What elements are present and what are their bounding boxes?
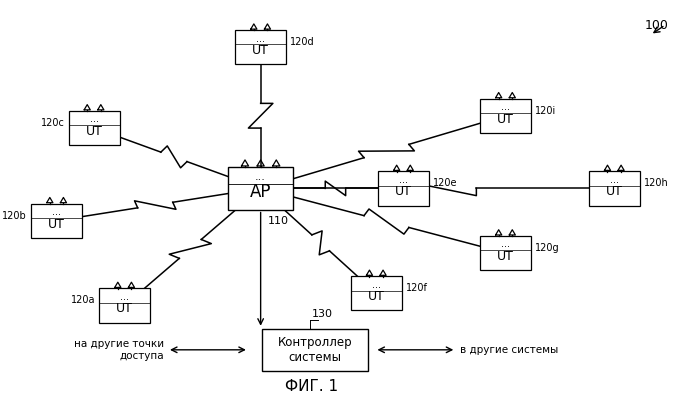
Text: UT: UT: [606, 185, 623, 198]
Text: ...: ...: [256, 171, 266, 181]
Text: UT: UT: [85, 125, 102, 138]
Text: AP: AP: [250, 183, 272, 200]
Text: 120g: 120g: [535, 243, 560, 253]
Bar: [480, 98, 531, 133]
Text: 120i: 120i: [535, 106, 556, 115]
Text: ...: ...: [256, 34, 265, 43]
Text: UT: UT: [497, 113, 514, 126]
Bar: [31, 203, 82, 238]
Text: ...: ...: [52, 207, 61, 217]
Text: UT: UT: [252, 44, 269, 57]
Text: ...: ...: [501, 102, 510, 112]
Text: на другие точки
доступа: на другие точки доступа: [74, 339, 164, 360]
Text: UT: UT: [48, 217, 65, 230]
Bar: [378, 171, 429, 205]
Text: 120a: 120a: [71, 295, 95, 305]
Text: 130: 130: [312, 309, 332, 319]
Text: ФИГ. 1: ФИГ. 1: [285, 379, 338, 394]
Text: UT: UT: [497, 250, 514, 263]
Text: 120f: 120f: [406, 283, 428, 293]
Bar: [351, 276, 402, 311]
Bar: [262, 328, 368, 371]
Bar: [235, 30, 286, 64]
Text: UT: UT: [368, 290, 385, 303]
Text: UT: UT: [395, 185, 412, 198]
Text: 120b: 120b: [2, 211, 27, 220]
Text: в другие системы: в другие системы: [460, 345, 558, 355]
Text: ...: ...: [120, 292, 129, 302]
Bar: [99, 288, 150, 322]
Text: 120e: 120e: [433, 178, 458, 188]
Text: ...: ...: [501, 239, 510, 249]
Bar: [69, 111, 120, 145]
Text: Контроллер
системы: Контроллер системы: [278, 336, 352, 364]
Text: 110: 110: [267, 215, 288, 226]
Text: ...: ...: [372, 280, 381, 290]
Text: 100: 100: [645, 19, 668, 32]
Bar: [589, 171, 640, 205]
Text: 120d: 120d: [290, 37, 315, 47]
Text: ...: ...: [399, 175, 408, 185]
Bar: [228, 167, 293, 209]
Text: 120h: 120h: [644, 178, 668, 188]
Text: 120c: 120c: [41, 118, 64, 128]
Text: ...: ...: [610, 175, 619, 185]
Text: ...: ...: [90, 114, 99, 124]
Text: UT: UT: [116, 303, 133, 315]
Bar: [480, 236, 531, 270]
